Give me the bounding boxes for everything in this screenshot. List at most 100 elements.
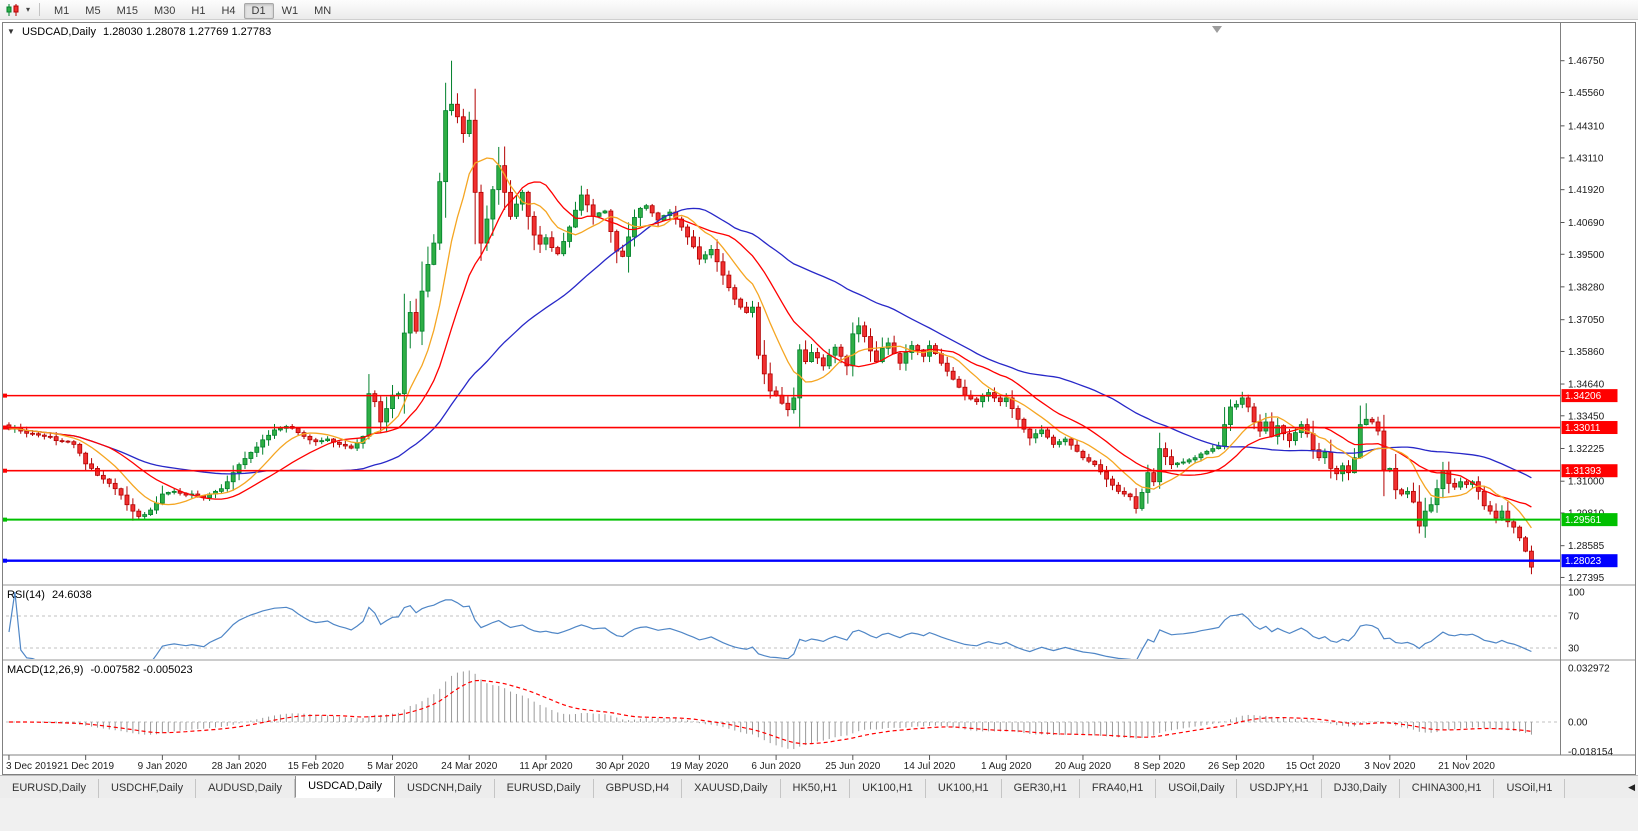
macd-indicator-title: MACD(12,26,9) -0.007582 -0.005023 <box>7 664 197 676</box>
candle <box>809 352 814 363</box>
candle <box>696 246 702 260</box>
chart-tab-usdjpy-h1[interactable]: USDJPY,H1 <box>1237 779 1322 798</box>
timeframe-button-w1[interactable]: W1 <box>281 4 299 17</box>
chart-tab-eurusd-daily[interactable]: EURUSD,Daily <box>0 779 99 798</box>
price-chart[interactable]: 1.46750 1.45560 1.44310 1.43110 1.41920 1.406… <box>0 20 1638 775</box>
candle <box>744 306 749 313</box>
candle <box>1340 465 1346 475</box>
candle <box>980 395 986 403</box>
timeframe-button-h4[interactable]: H4 <box>221 4 236 17</box>
tab-scroll-left-icon[interactable]: ◀ <box>1624 782 1635 793</box>
chart-tab-usdchf-daily[interactable]: USDCHF,Daily <box>98 779 197 798</box>
chart-tab-uk100-h1[interactable]: UK100,H1 <box>850 779 926 798</box>
rsi-pane <box>6 591 1558 659</box>
chart-type-icon[interactable] <box>4 2 22 18</box>
chart-tab-china300-h1[interactable]: CHINA300,H1 <box>1399 779 1495 798</box>
chart-tab-usoil-daily[interactable]: USOil,Daily <box>1156 779 1238 798</box>
price-axis-tick-label: 1.41920 <box>1568 185 1605 196</box>
candle <box>1133 496 1139 509</box>
candle <box>1316 449 1322 459</box>
timeframe-button-mn[interactable]: MN <box>314 4 332 17</box>
candle <box>567 226 572 242</box>
price-axis-tick-label: 1.28585 <box>1568 541 1605 552</box>
moving-average-line-9 <box>8 157 1532 529</box>
candle <box>142 514 148 517</box>
timeframe-button-m15[interactable]: M15 <box>116 4 138 17</box>
level-line-handle[interactable] <box>3 517 7 522</box>
chart-tab-ger30-h1[interactable]: GER30,H1 <box>1001 779 1080 798</box>
price-axis-tick-label: 1.31000 <box>1568 477 1605 488</box>
chart-tab-dj30-daily[interactable]: DJ30,Daily <box>1321 779 1400 798</box>
candle <box>1269 421 1275 437</box>
candle <box>100 474 106 480</box>
candle <box>390 394 395 409</box>
chart-tab-fra40-h1[interactable]: FRA40,H1 <box>1079 779 1157 798</box>
candle <box>584 194 590 206</box>
candle <box>874 350 879 363</box>
candle <box>1493 510 1499 519</box>
candle <box>242 458 248 466</box>
candle <box>413 312 419 332</box>
candle <box>1304 424 1310 435</box>
timeframe-button-m30[interactable]: M30 <box>153 4 176 17</box>
candle <box>1056 441 1062 445</box>
candle <box>77 443 83 454</box>
candle <box>1074 444 1080 452</box>
candle <box>885 342 891 349</box>
candle <box>850 333 856 367</box>
candle <box>325 438 331 442</box>
chart-tab-uk100-h1[interactable]: UK100,H1 <box>925 779 1002 798</box>
timeframe-button-h1[interactable]: H1 <box>191 4 206 17</box>
chart-tab-audusd-daily[interactable]: AUDUSD,Daily <box>196 779 296 798</box>
candle <box>755 306 761 356</box>
candle <box>236 464 242 474</box>
chart-tab-gbpusd-h4[interactable]: GBPUSD,H4 <box>593 779 683 798</box>
candle <box>643 205 649 209</box>
candle <box>112 482 118 490</box>
price-axis-tick-label: 1.44310 <box>1568 121 1605 132</box>
candle <box>1393 467 1399 491</box>
price-level-badge <box>1561 389 1618 403</box>
price-axis-tick-label: 1.35860 <box>1568 347 1605 358</box>
candle <box>702 254 708 260</box>
chart-tab-usoil-h1[interactable]: USOil,H1 <box>1494 779 1566 798</box>
chart-expand-icon[interactable]: ▼ <box>7 27 15 36</box>
price-axis[interactable]: 1.46750 1.45560 1.44310 1.43110 1.41920 1.406… <box>1560 56 1618 758</box>
timeframe-button-m1[interactable]: M1 <box>54 4 70 17</box>
candle <box>897 353 903 364</box>
candle <box>484 218 490 244</box>
level-line-handle[interactable] <box>3 468 7 473</box>
candle <box>1387 467 1393 471</box>
chart-shift-marker-icon[interactable] <box>1212 26 1222 33</box>
timeframe-button-d1[interactable]: D1 <box>243 2 274 19</box>
candle <box>502 165 508 193</box>
level-line-handle[interactable] <box>3 425 7 430</box>
chart-background[interactable] <box>0 20 1638 775</box>
level-line-handle[interactable] <box>3 558 7 563</box>
candle <box>295 427 301 434</box>
date-axis[interactable]: 3 Dec 2019 21 Dec 2019 9 Jan 2020 28 Jan 20… <box>6 755 1495 772</box>
candle <box>272 429 277 436</box>
candle <box>1245 397 1251 408</box>
price-level-badge <box>1561 513 1618 527</box>
chart-tab-hk50-h1[interactable]: HK50,H1 <box>780 779 851 798</box>
level-line-handle[interactable] <box>3 393 7 398</box>
candle <box>614 231 620 252</box>
candle <box>1458 481 1464 488</box>
timeframe-button-m5[interactable]: M5 <box>85 4 101 17</box>
chart-tab-xauusd-daily[interactable]: XAUUSD,Daily <box>682 779 781 798</box>
candle <box>478 191 484 244</box>
chart-tab-usdcnh-daily[interactable]: USDCNH,Daily <box>395 779 495 798</box>
candle <box>1523 537 1528 552</box>
chart-tab-eurusd-daily[interactable]: EURUSD,Daily <box>494 779 594 798</box>
chart-tab-usdcad-daily[interactable]: USDCAD,Daily <box>295 776 396 798</box>
candle <box>720 261 726 276</box>
candle <box>691 236 696 248</box>
chart-menu-caret-icon[interactable]: ▾ <box>25 5 30 14</box>
candle <box>685 226 690 238</box>
rsi-axis-label: 70 <box>1568 612 1580 623</box>
candle <box>1198 453 1204 459</box>
candle <box>496 165 502 191</box>
top-toolbar: ▾ M1 M5 M15 M30 H1 H4 D1 W1 MN <box>0 0 1638 20</box>
candle <box>956 378 962 388</box>
